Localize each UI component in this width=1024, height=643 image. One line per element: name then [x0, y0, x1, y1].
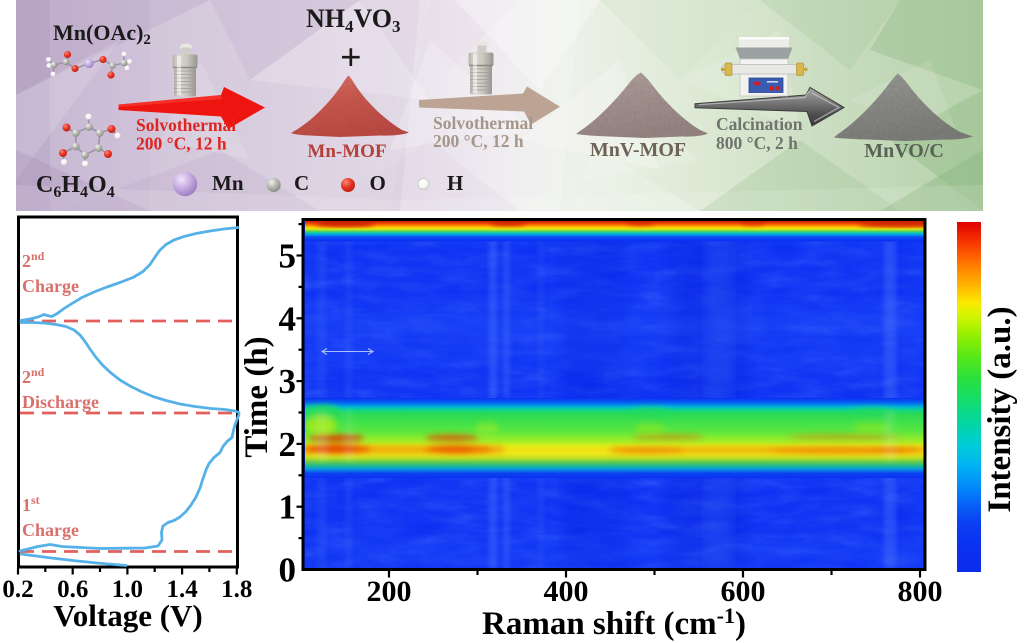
- svg-text:+: +: [340, 37, 362, 79]
- svg-text:C6H4O4: C6H4O4: [36, 172, 115, 201]
- svg-text:Discharge: Discharge: [22, 392, 99, 412]
- svg-text:O: O: [370, 171, 386, 195]
- svg-text:Voltage (V): Voltage (V): [53, 598, 203, 633]
- svg-text:Mn-MOF: Mn-MOF: [307, 141, 386, 162]
- svg-text:800: 800: [898, 575, 943, 608]
- svg-text:1.4: 1.4: [166, 576, 198, 603]
- svg-text:0.6: 0.6: [57, 576, 88, 603]
- svg-text:2nd: 2nd: [22, 365, 45, 387]
- svg-text:800 °C, 2 h: 800 °C, 2 h: [716, 133, 798, 153]
- svg-text:200 °C, 12 h: 200 °C, 12 h: [433, 131, 524, 151]
- svg-text:Solvothermal: Solvothermal: [136, 115, 236, 135]
- svg-text:600: 600: [721, 575, 766, 608]
- svg-text:Mn: Mn: [212, 171, 244, 195]
- svg-text:MnVO/C: MnVO/C: [864, 140, 944, 162]
- svg-text:200 °C, 12 h: 200 °C, 12 h: [136, 134, 227, 154]
- svg-text:Raman shift (cm-1): Raman shift (cm-1): [482, 603, 746, 642]
- svg-text:H: H: [447, 171, 463, 195]
- svg-text:Time (h): Time (h): [239, 336, 275, 457]
- svg-text:2: 2: [279, 425, 297, 464]
- svg-text:C: C: [294, 171, 309, 195]
- svg-text:0: 0: [279, 551, 297, 590]
- svg-text:NH4VO3: NH4VO3: [306, 4, 400, 36]
- svg-text:1: 1: [279, 488, 297, 527]
- svg-text:0.2: 0.2: [2, 576, 33, 603]
- svg-text:4: 4: [279, 299, 297, 338]
- svg-text:5: 5: [279, 237, 297, 276]
- svg-text:1.0: 1.0: [112, 576, 143, 603]
- svg-text:400: 400: [544, 575, 589, 608]
- svg-text:MnV-MOF: MnV-MOF: [590, 139, 686, 161]
- svg-text:Charge: Charge: [22, 276, 79, 296]
- svg-text:Calcination: Calcination: [716, 114, 803, 134]
- svg-text:1.8: 1.8: [221, 576, 252, 603]
- svg-text:Charge: Charge: [22, 520, 79, 540]
- svg-text:Intensity (a.u.): Intensity (a.u.): [982, 306, 1018, 512]
- svg-text:Mn(OAc)2: Mn(OAc)2: [53, 20, 151, 48]
- svg-text:3: 3: [279, 362, 297, 401]
- svg-text:200: 200: [367, 575, 412, 608]
- svg-text:Solvothermal: Solvothermal: [433, 113, 533, 133]
